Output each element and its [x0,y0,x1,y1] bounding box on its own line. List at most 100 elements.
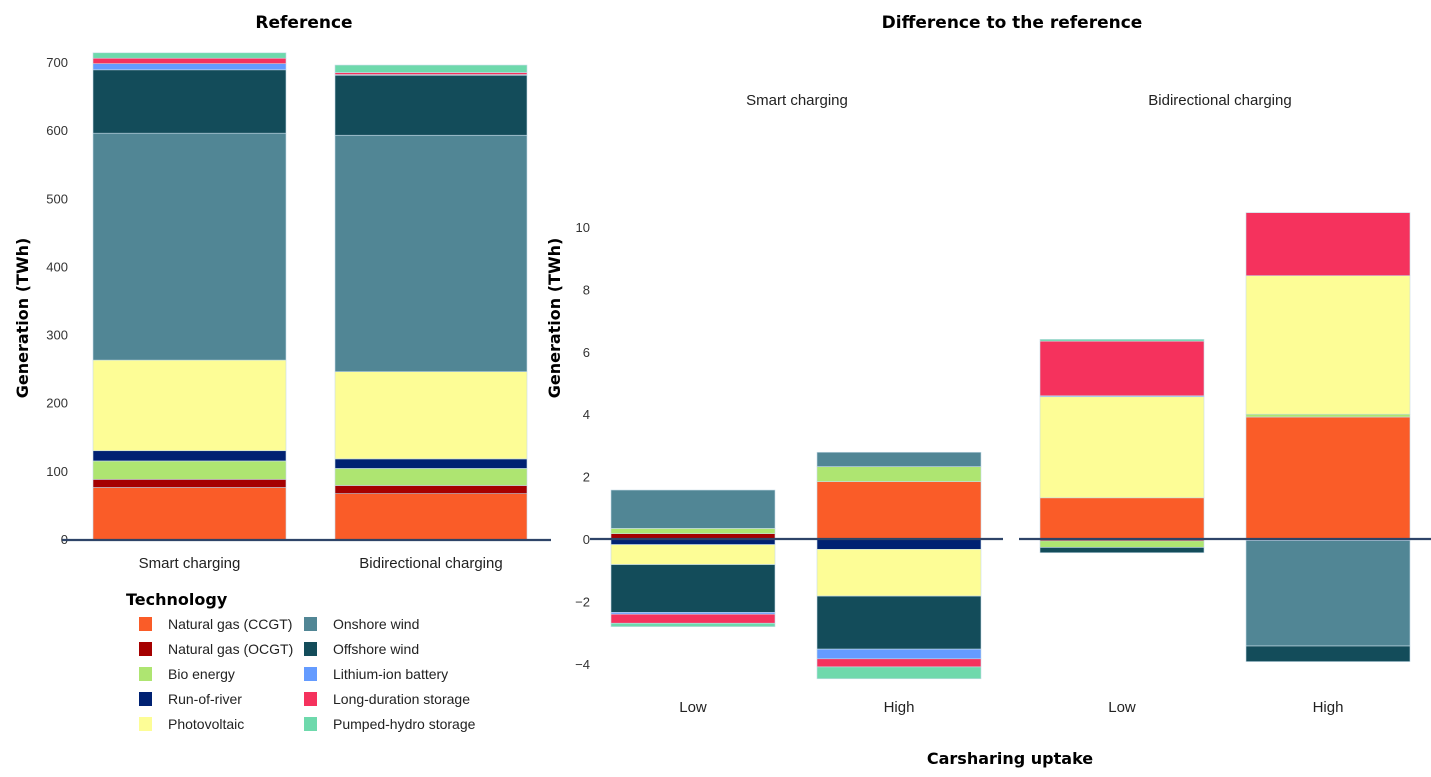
bar-segment-bio-energy [816,466,982,482]
y-tick-label: −2 [575,594,590,609]
legend-label: Bio energy [168,666,235,682]
bar-segment-long-duration-storage [1245,212,1411,276]
bar-bidirectional-charging-high [1245,212,1411,662]
legend-item-photovoltaic: Photovoltaic [139,716,244,732]
reference-y-ticks: 0100200300400500600700 [46,55,68,547]
legend-item-natural-gas-ccgt: Natural gas (CCGT) [139,616,292,632]
legend-swatch [304,617,317,631]
y-tick-label: 500 [46,191,68,206]
bar-segment-lithium-ion-battery [816,648,982,660]
bar-segment-photovoltaic [92,359,287,452]
y-tick-label: 0 [583,532,590,547]
difference-y-ticks: −4 −2 0 2 4 6 8 10 [575,220,590,672]
bar-smart-charging-high [816,451,982,680]
legend-item-run-of-river: Run-of-river [139,691,242,707]
x-tick-label: Bidirectional charging [359,555,502,572]
legend-swatch [139,642,152,656]
legend-label: Offshore wind [333,641,419,657]
bar-segment-natural-gas-ccgt [1039,497,1205,540]
facet-label-bidirectional-charging: Bidirectional charging [1148,92,1291,109]
bar-segment-natural-gas-ccgt [334,493,528,541]
bar-segment-pumped-hydro-storage [610,622,776,627]
bar-segment-offshore-wind [334,74,528,136]
bar-segment-onshore-wind [610,489,776,529]
bar-smart-charging [92,52,287,541]
legend-item-lithium-ion-battery: Lithium-ion battery [304,666,448,682]
bar-segment-bio-energy [92,460,287,480]
legend-swatch [304,717,317,731]
bar-segment-onshore-wind [816,451,982,467]
legend-item-long-duration-storage: Long-duration storage [304,691,470,707]
bar-segment-offshore-wind [610,564,776,613]
bar-segment-bio-energy [610,528,776,534]
bar-segment-pumped-hydro-storage [92,52,287,59]
legend-swatch [139,667,152,681]
bar-segment-long-duration-storage [1039,340,1205,397]
bar-segment-onshore-wind [92,132,287,361]
x-tick-label: Low [1108,699,1136,716]
bar-segment-photovoltaic [334,371,528,460]
legend-label: Lithium-ion battery [333,666,448,682]
bar-segment-long-duration-storage [334,72,528,75]
bar-segment-natural-gas-ocgt [334,485,528,494]
bar-segment-photovoltaic [1245,275,1411,415]
difference-title: Difference to the reference [882,13,1143,33]
bar-segment-long-duration-storage [92,57,287,64]
y-tick-label: 600 [46,123,68,138]
legend-item-bio-energy: Bio energy [139,666,235,682]
legend-item-pumped-hydro-storage: Pumped-hydro storage [304,716,476,732]
bar-smart-charging-low [610,489,776,627]
bar-segment-offshore-wind [1245,645,1411,662]
y-tick-label: 6 [583,345,590,360]
y-tick-label: 400 [46,259,68,274]
bar-bidirectional-charging-low [1039,339,1205,554]
bar-segment-photovoltaic [816,548,982,597]
y-tick-label: 100 [46,464,68,479]
reference-x-tick-labels: Smart charging Bidirectional charging [139,555,503,572]
y-tick-label: 700 [46,55,68,70]
legend-label: Run-of-river [168,691,242,707]
legend-item-natural-gas-ocgt: Natural gas (OCGT) [139,641,293,657]
legend: Technology Natural gas (CCGT) Natural gas… [126,590,476,732]
bar-segment-offshore-wind [816,595,982,650]
legend-item-offshore-wind: Offshore wind [304,641,419,657]
legend-label: Long-duration storage [333,691,470,707]
legend-swatch [304,692,317,706]
y-tick-label: 2 [583,470,590,485]
legend-label: Onshore wind [333,616,419,632]
legend-swatch [304,667,317,681]
legend-swatch [139,692,152,706]
reference-bars [92,52,528,541]
y-tick-label: −4 [575,657,590,672]
difference-bars [610,212,1411,680]
difference-panel: Difference to the reference Generation (… [545,13,1431,768]
legend-swatch [139,717,152,731]
bar-segment-offshore-wind [1039,547,1205,554]
y-tick-label: 300 [46,328,68,343]
legend-swatch [304,642,317,656]
bar-segment-natural-gas-ccgt [92,487,287,541]
difference-y-axis-title: Generation (TWh) [545,238,564,399]
difference-x-tick-labels: Low High Low High [679,699,1343,716]
reference-title: Reference [255,13,352,33]
facet-label-smart-charging: Smart charging [746,92,848,109]
bar-segment-natural-gas-ocgt [92,479,287,488]
bar-segment-onshore-wind [1245,540,1411,647]
y-tick-label: 4 [583,407,590,422]
x-tick-label: Smart charging [139,555,241,572]
bar-segment-pumped-hydro-storage [816,666,982,680]
bar-segment-photovoltaic [610,544,776,565]
bar-segment-run-of-river [92,450,287,462]
y-tick-label: 10 [576,220,590,235]
bar-segment-pumped-hydro-storage [1039,339,1205,342]
bar-segment-natural-gas-ccgt [1245,416,1411,540]
bar-segment-run-of-river [334,458,528,469]
difference-x-axis-title: Carsharing uptake [927,749,1093,768]
reference-y-axis-title: Generation (TWh) [13,238,32,399]
x-tick-label: High [884,699,915,716]
y-tick-label: 8 [583,282,590,297]
legend-title: Technology [126,590,228,609]
legend-item-onshore-wind: Onshore wind [304,616,419,632]
bar-segment-natural-gas-ccgt [816,481,982,540]
